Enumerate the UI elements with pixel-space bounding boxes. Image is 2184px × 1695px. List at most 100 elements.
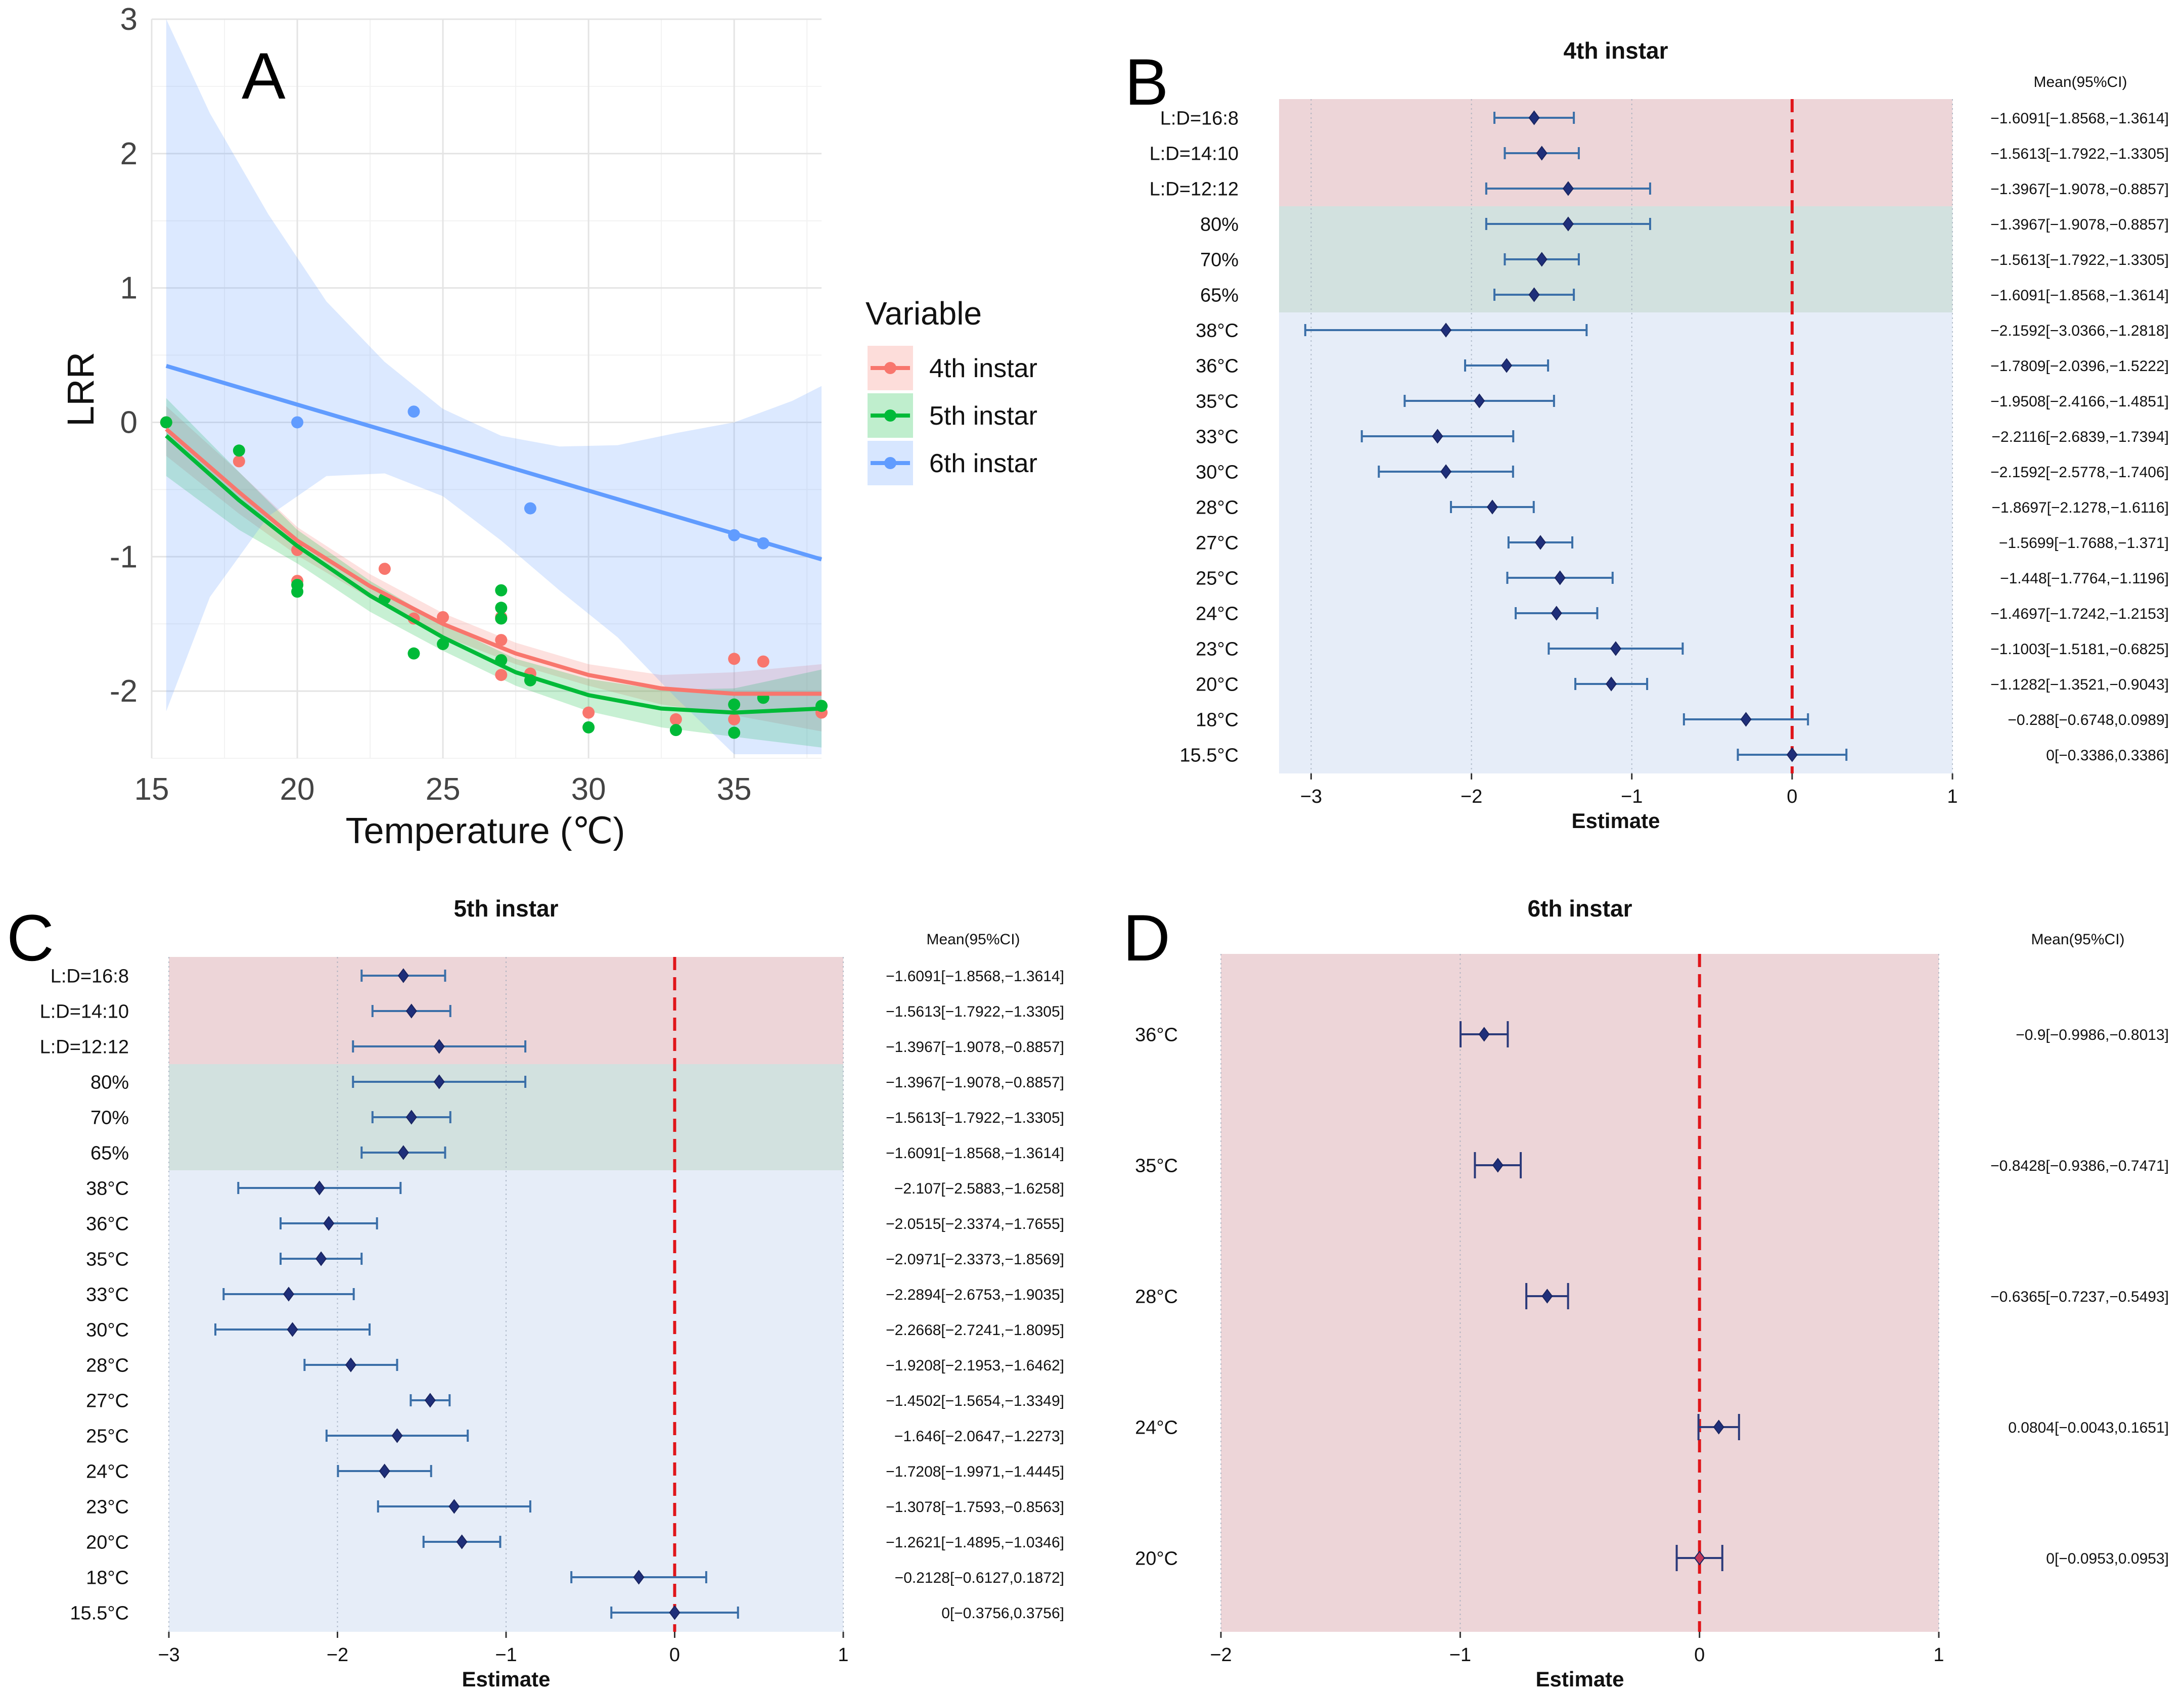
row-label: 28°C [1135, 1287, 1178, 1308]
estimate-marker [283, 1287, 294, 1302]
estimate-marker [1562, 216, 1574, 232]
forest-row: 35°C −2.0971[−2.3373,−1.8569] [86, 1249, 1064, 1270]
estimate-marker [1551, 606, 1562, 621]
estimate-marker [287, 1322, 298, 1337]
row-ci-value: −1.5613[−1.7922,−1.3305] [886, 1003, 1064, 1020]
row-label: 35°C [1196, 391, 1239, 413]
row-label: 24°C [1135, 1417, 1178, 1439]
forest-row: 35°C −0.8428[−0.9386,−0.7471] [1135, 1152, 2169, 1178]
panel-label: C [7, 901, 54, 975]
forest-row: 28°C −1.9208[−2.1953,−1.6462] [86, 1355, 1064, 1377]
row-ci-value: 0.0804[−0.0043,0.1651] [2008, 1419, 2169, 1436]
row-label: 65% [1200, 285, 1239, 306]
data-point-4th-instar [669, 713, 682, 725]
row-ci-value: −1.3967[−1.9078,−0.8857] [886, 1039, 1064, 1056]
forest-row: 80% −1.3967[−1.9078,−0.8857] [90, 1072, 1064, 1093]
forest-row: 80% −1.3967[−1.9078,−0.8857] [1200, 214, 2169, 236]
row-ci-value: 0[−0.3386,0.3386] [2046, 747, 2169, 764]
estimate-marker [433, 1039, 445, 1054]
panel-label: D [1123, 901, 1170, 975]
panel-b: L:D=16:8 −1.6091[−1.8568,−1.3614] L:D=14:1… [1125, 37, 2169, 833]
row-label: 25°C [1196, 568, 1239, 589]
estimate-marker [1694, 1550, 1705, 1566]
estimate-marker [313, 1180, 325, 1196]
forest-row: 24°C 0.0804[−0.0043,0.1651] [1135, 1414, 2169, 1440]
data-point-4th-instar [757, 655, 769, 668]
data-point-5th-instar [582, 721, 595, 734]
forest-row: 36°C −2.0515[−2.3374,−1.7655] [86, 1214, 1064, 1235]
legend-key-point [884, 457, 896, 469]
legend-title: Variable [866, 295, 982, 332]
forest-row: L:D=14:10 −1.5613[−1.7922,−1.3305] [40, 1001, 1064, 1023]
forest-row: 18°C −0.2128[−0.6127,0.1872] [86, 1568, 1064, 1589]
row-ci-value: 0[−0.0953,0.0953] [2046, 1550, 2169, 1567]
row-ci-value: −0.2128[−0.6127,0.1872] [895, 1570, 1064, 1586]
estimate-marker [1541, 1289, 1553, 1304]
forest-row: 25°C −1.448[−1.7764,−1.1196] [1196, 568, 2169, 589]
group-band-temperature [169, 1170, 843, 1632]
forest-row: 33°C −2.2116[−2.6839,−1.7394] [1196, 427, 2169, 448]
forest-row: 36°C −0.9[−0.9986,−0.8013] [1135, 1021, 2169, 1047]
forest-row: 24°C −1.4697[−1.7242,−1.2153] [1196, 604, 2169, 625]
estimate-marker [405, 1003, 417, 1019]
x-tick-label: −1 [1621, 786, 1643, 807]
y-tick-label: -2 [110, 674, 138, 709]
row-ci-value: −1.9508[−2.4166,−1.4851] [1990, 393, 2169, 410]
estimate-marker [1501, 358, 1513, 373]
y-tick-label: 1 [120, 271, 138, 306]
row-label: 38°C [1196, 320, 1239, 342]
estimate-marker [1554, 570, 1566, 585]
x-axis-title: Temperature (℃) [345, 811, 625, 851]
row-label: 33°C [86, 1285, 129, 1306]
row-label: L:D=16:8 [51, 966, 129, 987]
x-tick-label: 0 [1694, 1644, 1705, 1666]
forest-row: L:D=12:12 −1.3967[−1.9078,−0.8857] [40, 1037, 1064, 1058]
x-tick-label: 1 [838, 1644, 848, 1666]
estimate-marker [1740, 712, 1752, 727]
estimate-marker [1536, 252, 1548, 267]
forest-row: 27°C −1.4502[−1.5654,−1.3349] [86, 1391, 1064, 1412]
forest-row: 65% −1.6091[−1.8568,−1.3614] [1200, 285, 2169, 306]
forest-row: 38°C −2.107[−2.5883,−1.6258] [86, 1178, 1064, 1200]
row-label: 24°C [86, 1461, 129, 1483]
group-band-photoperiod [1279, 99, 1952, 206]
data-point-5th-instar [160, 416, 172, 429]
estimate-marker [323, 1216, 335, 1231]
data-point-5th-instar [495, 602, 508, 614]
fit-line-4th-instar [165, 427, 822, 696]
row-ci-value: −1.9208[−2.1953,−1.6462] [886, 1357, 1064, 1374]
row-label: 28°C [86, 1355, 129, 1377]
estimate-marker [391, 1428, 403, 1443]
row-label: 20°C [1135, 1548, 1178, 1570]
row-label: 30°C [86, 1320, 129, 1341]
row-label: L:D=12:12 [1150, 179, 1239, 200]
x-tick-label: 0 [1787, 786, 1797, 807]
forest-row: 36°C −1.7809[−2.0396,−1.5222] [1196, 356, 2169, 377]
estimate-marker [1478, 1027, 1490, 1042]
legend-entry: 6th instar [929, 449, 1037, 478]
data-point-5th-instar [233, 444, 245, 457]
x-tick-label: 25 [426, 772, 461, 807]
y-tick-label: -1 [110, 539, 138, 574]
x-tick-label: −3 [158, 1644, 179, 1666]
x-tick-label: −1 [495, 1644, 517, 1666]
x-tick-label: 0 [669, 1644, 680, 1666]
ci-column-header: Mean(95%CI) [926, 931, 1020, 948]
row-label: 18°C [1196, 710, 1239, 731]
row-label: 35°C [86, 1249, 129, 1270]
row-label: 36°C [1135, 1025, 1178, 1046]
estimate-marker [633, 1570, 645, 1585]
row-label: 15.5°C [70, 1603, 129, 1624]
row-label: 35°C [1135, 1156, 1178, 1177]
group-band-temperature [1279, 312, 1952, 773]
y-tick-label: 2 [120, 136, 138, 171]
estimate-marker [1562, 181, 1574, 196]
data-point-6th-instar [291, 416, 304, 429]
forest-row: 30°C −2.2668[−2.7241,−1.8095] [86, 1320, 1064, 1341]
y-axis-title: LRR [60, 352, 102, 427]
row-ci-value: −0.6365[−0.7237,−0.5493] [1990, 1289, 2169, 1305]
row-ci-value: −2.0971[−2.3373,−1.8569] [886, 1251, 1064, 1268]
row-label: 27°C [86, 1391, 129, 1412]
row-ci-value: −2.2894[−2.6753,−1.9035] [886, 1287, 1064, 1303]
